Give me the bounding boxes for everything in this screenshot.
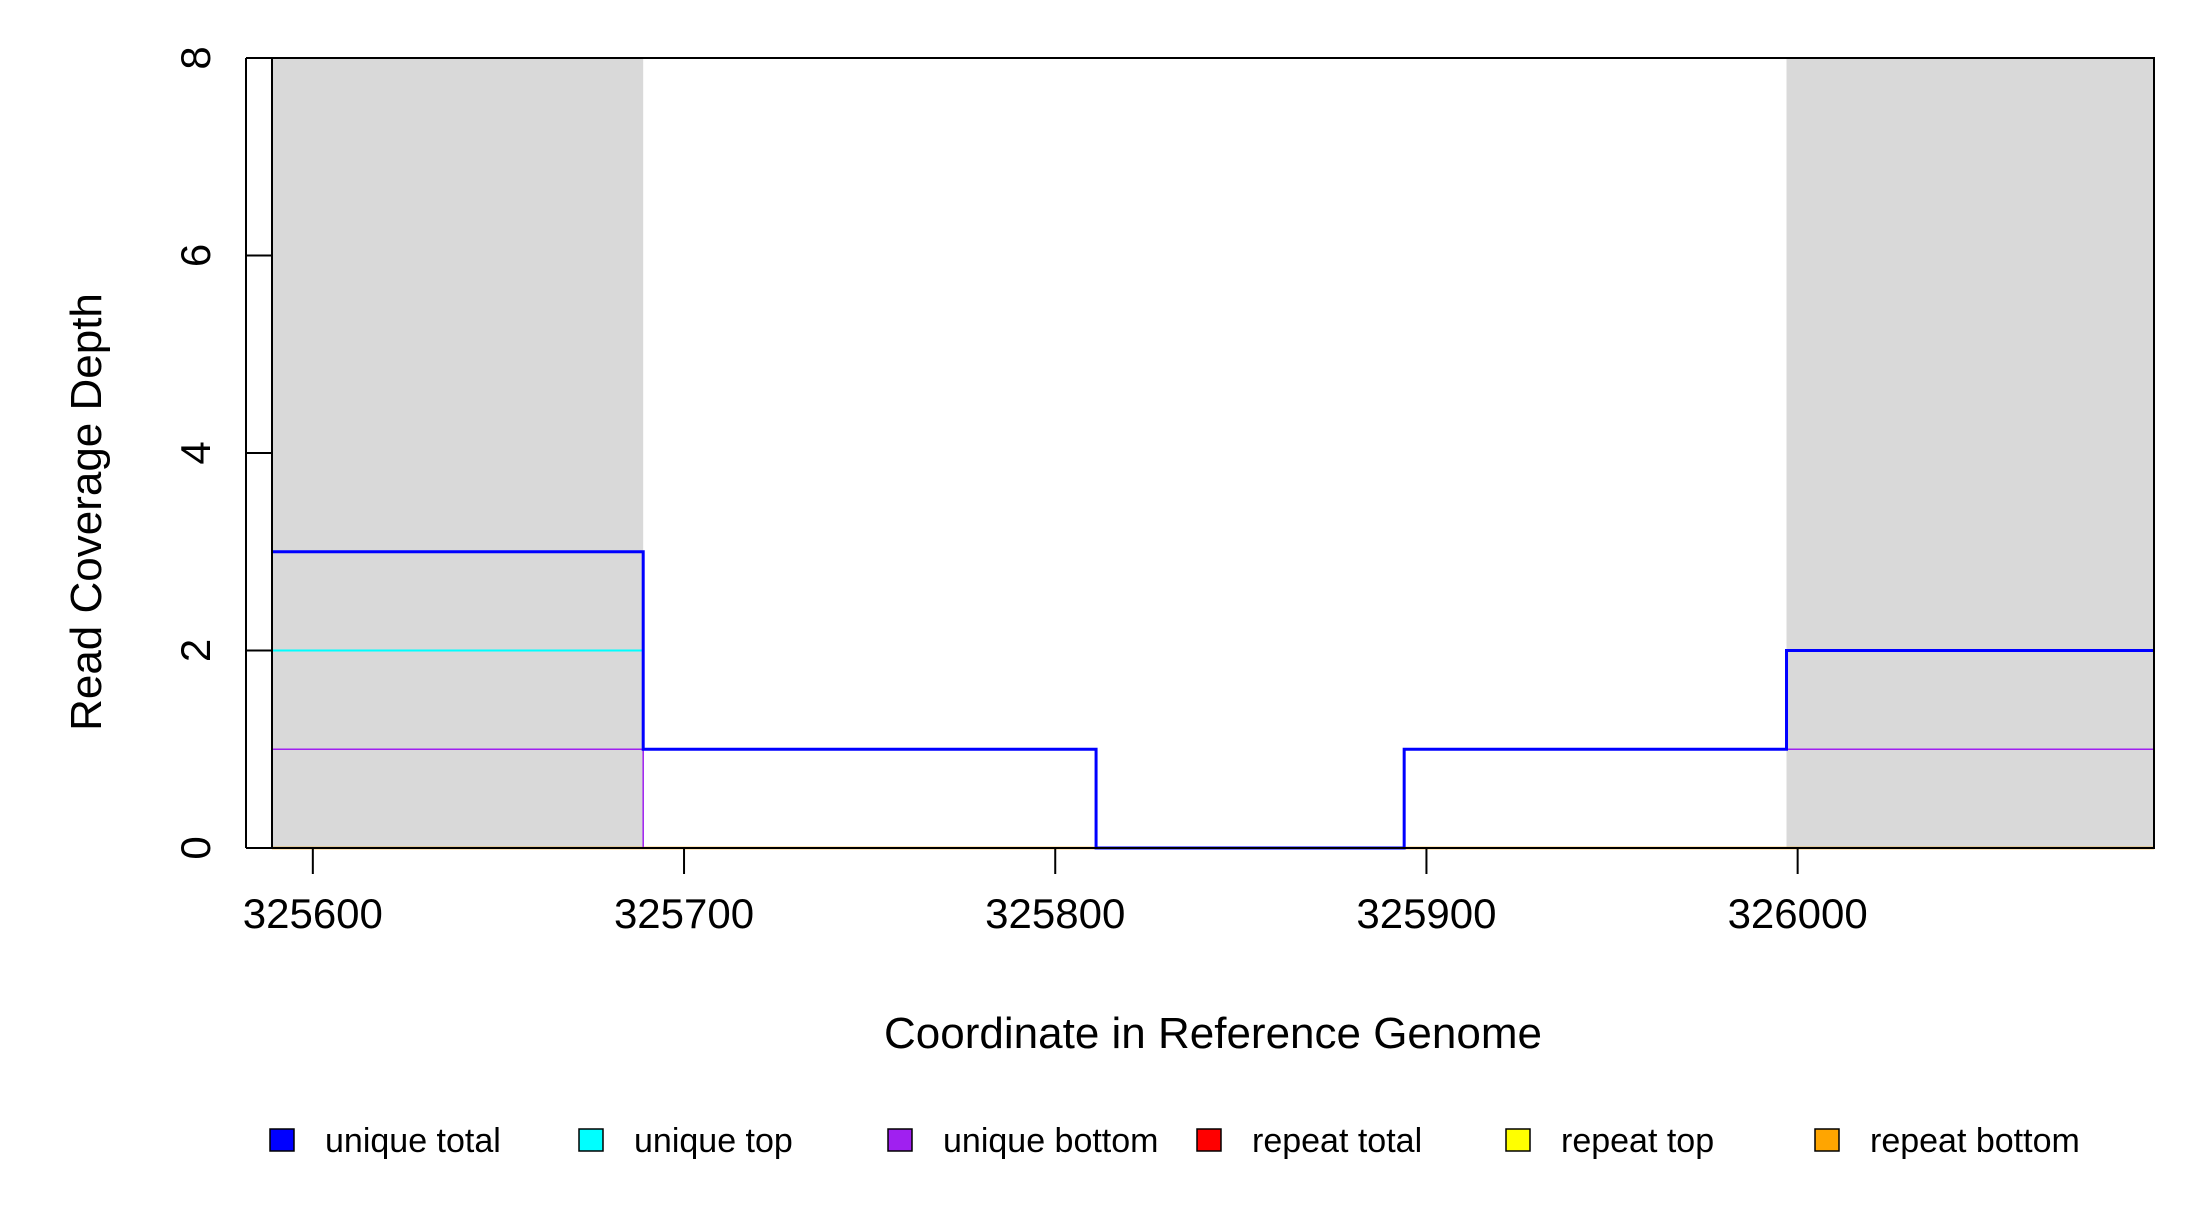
y-axis-title: Read Coverage Depth xyxy=(62,293,111,731)
shaded-region-1 xyxy=(1786,58,2154,848)
x-axis-title: Coordinate in Reference Genome xyxy=(884,1009,1542,1058)
labels: Coordinate in Reference Genome Read Cove… xyxy=(62,293,1542,1058)
y-tick-label: 4 xyxy=(172,441,219,464)
legend-label-unique-total: unique total xyxy=(325,1122,501,1160)
legend-swatch-unique-top xyxy=(578,1128,604,1152)
axes: 325600 325700 325800 325900 326000 0 2 4 6 8 xyxy=(172,46,2155,937)
legend-swatch-unique-bottom xyxy=(887,1128,913,1152)
x-tick-label: 325600 xyxy=(243,890,383,937)
y-tick-label: 2 xyxy=(172,639,219,662)
legend-swatch-repeat-top xyxy=(1505,1128,1531,1152)
legend-swatch-repeat-bottom xyxy=(1814,1128,1840,1152)
x-tick-label: 325700 xyxy=(614,890,754,937)
shaded-regions xyxy=(272,58,2154,848)
legend-label-unique-top: unique top xyxy=(634,1122,793,1160)
legend-label-repeat-bottom: repeat bottom xyxy=(1870,1122,2080,1160)
x-tick-label: 325800 xyxy=(985,890,1125,937)
y-tick-label: 8 xyxy=(172,46,219,69)
legend-label-repeat-top: repeat top xyxy=(1561,1122,1714,1160)
y-tick-label: 0 xyxy=(172,836,219,859)
legend-swatch-unique-total xyxy=(269,1128,295,1152)
x-tick-label: 326000 xyxy=(1728,890,1868,937)
shaded-region-0 xyxy=(272,58,644,848)
legend-label-unique-bottom: unique bottom xyxy=(943,1122,1159,1160)
y-tick-label: 6 xyxy=(172,244,219,267)
x-tick-label: 325900 xyxy=(1356,890,1496,937)
legend: unique total unique top unique bottom repea… xyxy=(269,1122,2080,1160)
legend-label-repeat-total: repeat total xyxy=(1252,1122,1422,1160)
legend-swatch-repeat-total xyxy=(1196,1128,1222,1152)
